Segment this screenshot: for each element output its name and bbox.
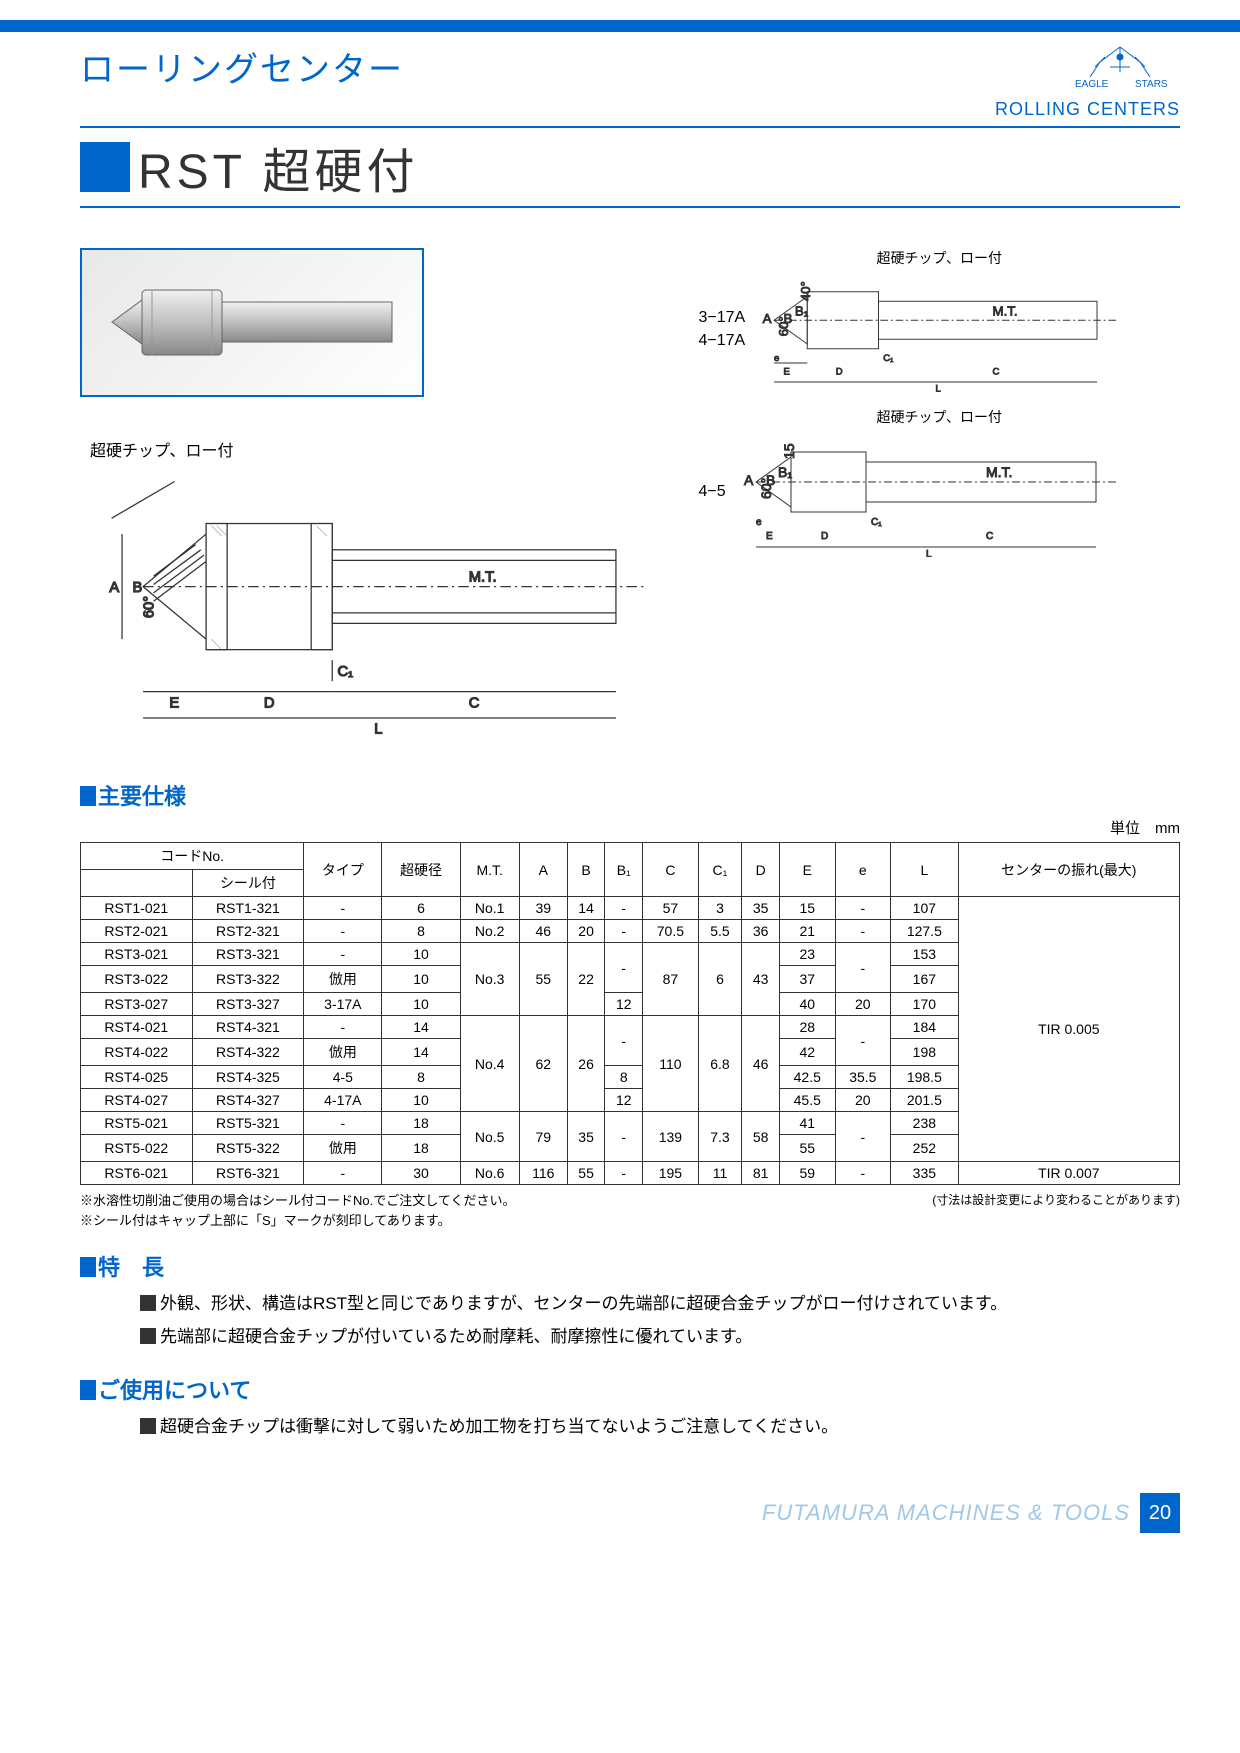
bullet-icon [140,1418,156,1434]
svg-text:60°: 60° [758,477,774,498]
usage-line-1: 超硬合金チップは衝撃に対して弱いため加工物を打ち当てないようご注意してください。 [160,1417,838,1436]
table-notes: (寸法は設計変更により変わることがあります) ※水溶性切削油ご使用の場合はシール… [80,1191,1180,1230]
th-mt: M.T. [460,843,519,897]
svg-text:e: e [756,517,762,528]
th-D: D [742,843,780,897]
usage-title: ご使用について [98,1378,251,1403]
page-footer: FUTAMURA MACHINES & TOOLS 20 [80,1493,1180,1533]
svg-text:C₁: C₁ [871,517,882,528]
dim-A-label: A [109,580,119,596]
chip-label-main: 超硬チップ、ロー付 [90,437,669,461]
dim-C1-label: C₁ [337,664,353,680]
dim-C-label: C [469,695,480,711]
th-E: E [779,843,835,897]
brand-right: STARS [1135,79,1168,90]
main-title: RST 超硬付 [138,132,418,202]
top-blue-bar [0,20,1240,32]
svg-text:D: D [836,366,843,377]
diagram-area: 超硬チップ、ロー付 M.T. [80,248,1180,749]
svg-text:M.T.: M.T. [986,464,1012,480]
page-number: 20 [1140,1493,1180,1533]
svg-text:B₁: B₁ [795,304,809,319]
svg-text:M.T.: M.T. [993,304,1018,319]
features-title: 特 長 [98,1255,164,1280]
svg-text:L: L [936,384,941,392]
title-blue-square [80,142,130,192]
feature-line-1: 外観、形状、構造はRST型と同じでありますが、センターの先端部に超硬合金チップが… [160,1294,1007,1313]
th-runout: センターの振れ(最大) [958,843,1179,897]
dim-D-label: D [264,695,275,711]
angle-60-label: 60° [142,596,158,618]
english-subtitle: ROLLING CENTERS [995,99,1180,120]
svg-text:E: E [766,531,773,542]
eagle-logo: EAGLE STARS [1060,42,1180,92]
model-4-17a: 4−17A [699,330,746,352]
chip-label-small-2: 超硬チップ、ロー付 [699,407,1181,427]
th-type: タイプ [304,843,382,897]
svg-text:40°: 40° [798,281,813,301]
mt-label: M.T. [469,569,497,585]
svg-text:C: C [986,531,993,542]
dim-L-label: L [374,722,382,738]
product-photo [80,248,424,397]
usage-header: ご使用について [80,1373,1180,1405]
feature-line-2: 先端部に超硬合金チップが付いているため耐摩耗、耐摩擦性に優れています。 [160,1327,752,1346]
svg-text:15: 15 [781,443,797,459]
spec-section-header: 主要仕様 [80,779,1180,811]
svg-text:A: A [763,311,772,326]
th-dia: 超硬径 [382,843,460,897]
header-row: ローリングセンター EAGLE STARS ROLLING CENTERS [80,42,1180,120]
note-right: (寸法は設計変更により変わることがあります) [932,1191,1180,1209]
svg-text:B₁: B₁ [778,464,792,480]
svg-text:E: E [784,366,790,377]
th-B: B [567,843,605,897]
dim-E-label: E [169,695,179,711]
svg-text:60°: 60° [776,316,791,336]
th-code-blank [81,870,193,897]
chip-label-small-1: 超硬チップ、ロー付 [699,248,1181,268]
note-2: ※シール付はキャップ上部に「S」マークが刻印してあります。 [80,1211,1180,1231]
features-header: 特 長 [80,1250,1180,1282]
spec-title-text: 主要仕様 [98,784,186,809]
unit-label: 単位 mm [80,817,1180,838]
svg-text:e: e [774,353,779,364]
spec-table: コードNo. タイプ 超硬径 M.T. A B B₁ C C₁ D E e L … [80,842,1180,1185]
main-title-row: RST 超硬付 [80,126,1180,208]
table-row: RST6-021RST6-321 -30 No.6116 55- 19511 8… [81,1162,1180,1185]
category-title: ローリングセンター [80,42,404,91]
svg-text:C₁: C₁ [883,353,893,364]
brand-left: EAGLE [1075,79,1109,90]
th-B1: B₁ [605,843,643,897]
footer-company: FUTAMURA MACHINES & TOOLS [762,1500,1130,1526]
logo-area: EAGLE STARS ROLLING CENTERS [995,42,1180,120]
main-technical-drawing: M.T. A B 60° C₁ E D C L [80,471,669,744]
svg-text:D: D [821,531,828,542]
model-4-5: 4−5 [699,483,726,501]
model-3-17a: 3−17A [699,307,746,329]
small-drawing-1: M.T. A B B₁ 60° 40° e E D C₁ C L [755,268,1135,392]
th-e: e [835,843,891,897]
th-C1: C₁ [698,843,742,897]
diagram-left-column: 超硬チップ、ロー付 M.T. [80,248,669,749]
table-row: RST1-021RST1-321 -6 No.139 14- 573 3515 … [81,897,1180,920]
small-drawing-2: M.T. A B B₁ 60° 15 e E D C₁ C L [736,427,1136,557]
runout-main: TIR 0.005 [958,897,1179,1162]
svg-text:C: C [993,366,1000,377]
th-A: A [519,843,567,897]
bullet-icon [140,1328,156,1344]
diagram-right-column: 超硬チップ、ロー付 3−17A 4−17A M.T. A B B₁ [699,248,1181,749]
svg-text:L: L [926,549,932,557]
th-code: コードNo. [81,843,304,870]
th-seal: シール付 [192,870,304,897]
features-body: 外観、形状、構造はRST型と同じでありますが、センターの先端部に超硬合金チップが… [140,1288,1180,1353]
photo-illustration [82,250,422,395]
usage-body: 超硬合金チップは衝撃に対して弱いため加工物を打ち当てないようご注意してください。 [140,1411,1180,1443]
svg-text:A: A [744,472,754,488]
bullet-icon [140,1295,156,1311]
page-container: ローリングセンター EAGLE STARS ROLLING CENTERS RS… [0,0,1240,1573]
th-L: L [891,843,959,897]
th-C: C [643,843,699,897]
dim-B-label: B [133,580,143,596]
